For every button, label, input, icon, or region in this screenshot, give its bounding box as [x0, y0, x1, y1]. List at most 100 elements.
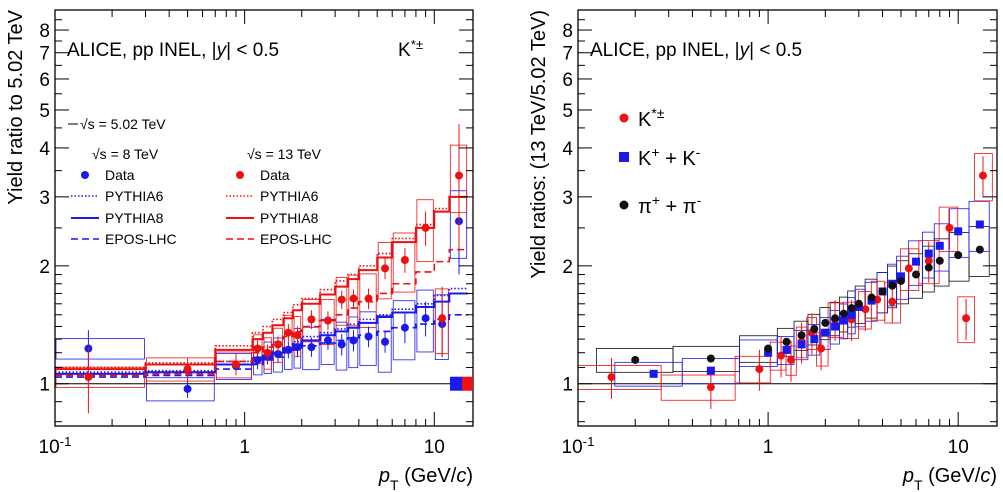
x-tick-label: 10 — [948, 437, 969, 458]
data-point — [349, 336, 358, 345]
data-point — [861, 305, 870, 314]
data-point — [253, 344, 262, 353]
data-point — [935, 241, 944, 250]
legend-13tev-title: √s = 13 TeV — [247, 146, 322, 162]
data-point — [323, 316, 332, 325]
data-point — [364, 294, 373, 303]
data-point — [253, 355, 262, 364]
data-point — [263, 348, 272, 357]
syst-box — [392, 232, 416, 293]
data-point — [821, 318, 830, 327]
y-tick-label: 7 — [562, 44, 573, 65]
collab-label: ALICE, pp INEL, |y| < 0.5 — [67, 40, 279, 61]
data-point — [706, 354, 715, 363]
data-point — [975, 220, 984, 229]
syst-box — [55, 338, 145, 360]
data-point — [400, 323, 409, 332]
data-point — [274, 350, 283, 359]
data-point — [421, 314, 430, 323]
syst-box — [302, 326, 320, 371]
syst-box — [957, 296, 975, 344]
data-point — [400, 255, 409, 264]
data-point — [924, 249, 933, 258]
syst-box — [660, 374, 736, 401]
data-point — [782, 345, 791, 354]
data-point — [839, 309, 848, 318]
data-point — [649, 369, 658, 378]
data-point — [924, 263, 933, 272]
legend: K*± K+ + K-π+ + π- — [619, 105, 702, 218]
syst-box — [672, 345, 740, 372]
y-tick-label: 8 — [39, 21, 50, 42]
y-tick-label: 3 — [39, 188, 50, 209]
data-point — [307, 343, 316, 352]
data-point — [764, 348, 773, 357]
plot-frame — [577, 9, 998, 427]
data-point — [924, 256, 933, 265]
legend: √s = 5.02 TeV √s = 8 TeV √s = 13 TeV Data PY… — [68, 116, 332, 247]
y-tick-label: 7 — [39, 44, 50, 65]
syst-box — [377, 315, 392, 373]
data-point — [954, 251, 963, 260]
data-point — [888, 281, 897, 290]
model-curve — [55, 313, 468, 378]
data-point — [978, 171, 987, 180]
data-point — [381, 264, 390, 273]
data-point — [293, 331, 302, 340]
y-tick-label: 8 — [562, 21, 573, 42]
chart-panel-right: 1 2 3 4 5 6 78 10-1 1 10 pT (GeV/c) Yield ratios: (… — [528, 9, 998, 492]
y-tick-label: 6 — [562, 70, 573, 91]
data-point — [847, 304, 856, 313]
legend-label: PYTHIA6 — [105, 188, 164, 204]
syst-box — [359, 311, 377, 366]
chart-panel-left: 1 2 3 4 5 6 78 10-1 1 10 pT (GeV/c) Yield ratio to … — [5, 9, 474, 492]
norm-box-8tev — [450, 376, 463, 391]
data-point — [888, 297, 897, 306]
data-point — [896, 272, 905, 281]
data-point — [817, 344, 826, 353]
data-point — [821, 328, 830, 337]
axis-ticks — [577, 9, 997, 426]
data-point — [954, 227, 963, 236]
data-point — [84, 373, 93, 382]
y-tick-label: 6 — [39, 70, 50, 91]
data-point — [854, 299, 863, 308]
data-point — [896, 276, 905, 285]
y-tick-label: 5 — [39, 101, 50, 122]
data-point — [349, 294, 358, 303]
plot-area — [578, 153, 997, 409]
legend-marker — [619, 152, 629, 162]
data-point — [797, 340, 806, 349]
y-axis-title: Yield ratios: (13 TeV/5.02 TeV) — [528, 10, 550, 279]
data-point — [912, 270, 921, 279]
data-point — [797, 331, 806, 340]
data-point — [962, 314, 971, 323]
model-curve — [55, 195, 468, 371]
model-curve — [55, 248, 468, 377]
data-point — [455, 171, 464, 180]
data-point — [831, 322, 840, 331]
data-point — [782, 337, 791, 346]
legend-label: Data — [260, 167, 290, 183]
y-axis-title: Yield ratio to 5.02 TeV — [5, 9, 27, 204]
data-point — [810, 335, 819, 344]
model-curve — [55, 292, 468, 375]
syst-box — [974, 153, 993, 202]
x-tick-label: 1 — [239, 437, 250, 458]
y-tick-label: 1 — [39, 375, 50, 396]
syst-box — [335, 321, 348, 371]
syst-box — [449, 190, 468, 259]
y-tick-label: 1 — [562, 375, 573, 396]
data-point — [274, 340, 283, 349]
data-point — [231, 360, 240, 369]
legend-label: EPOS-LHC — [105, 231, 177, 247]
legend-marker — [236, 171, 244, 179]
data-point — [307, 315, 316, 324]
legend-label: EPOS-LHC — [260, 231, 332, 247]
data-points-pion — [631, 245, 984, 364]
data-point — [337, 340, 346, 349]
legend-label: K*± — [638, 105, 665, 131]
data-point — [945, 223, 954, 232]
legend-label: Data — [105, 167, 135, 183]
